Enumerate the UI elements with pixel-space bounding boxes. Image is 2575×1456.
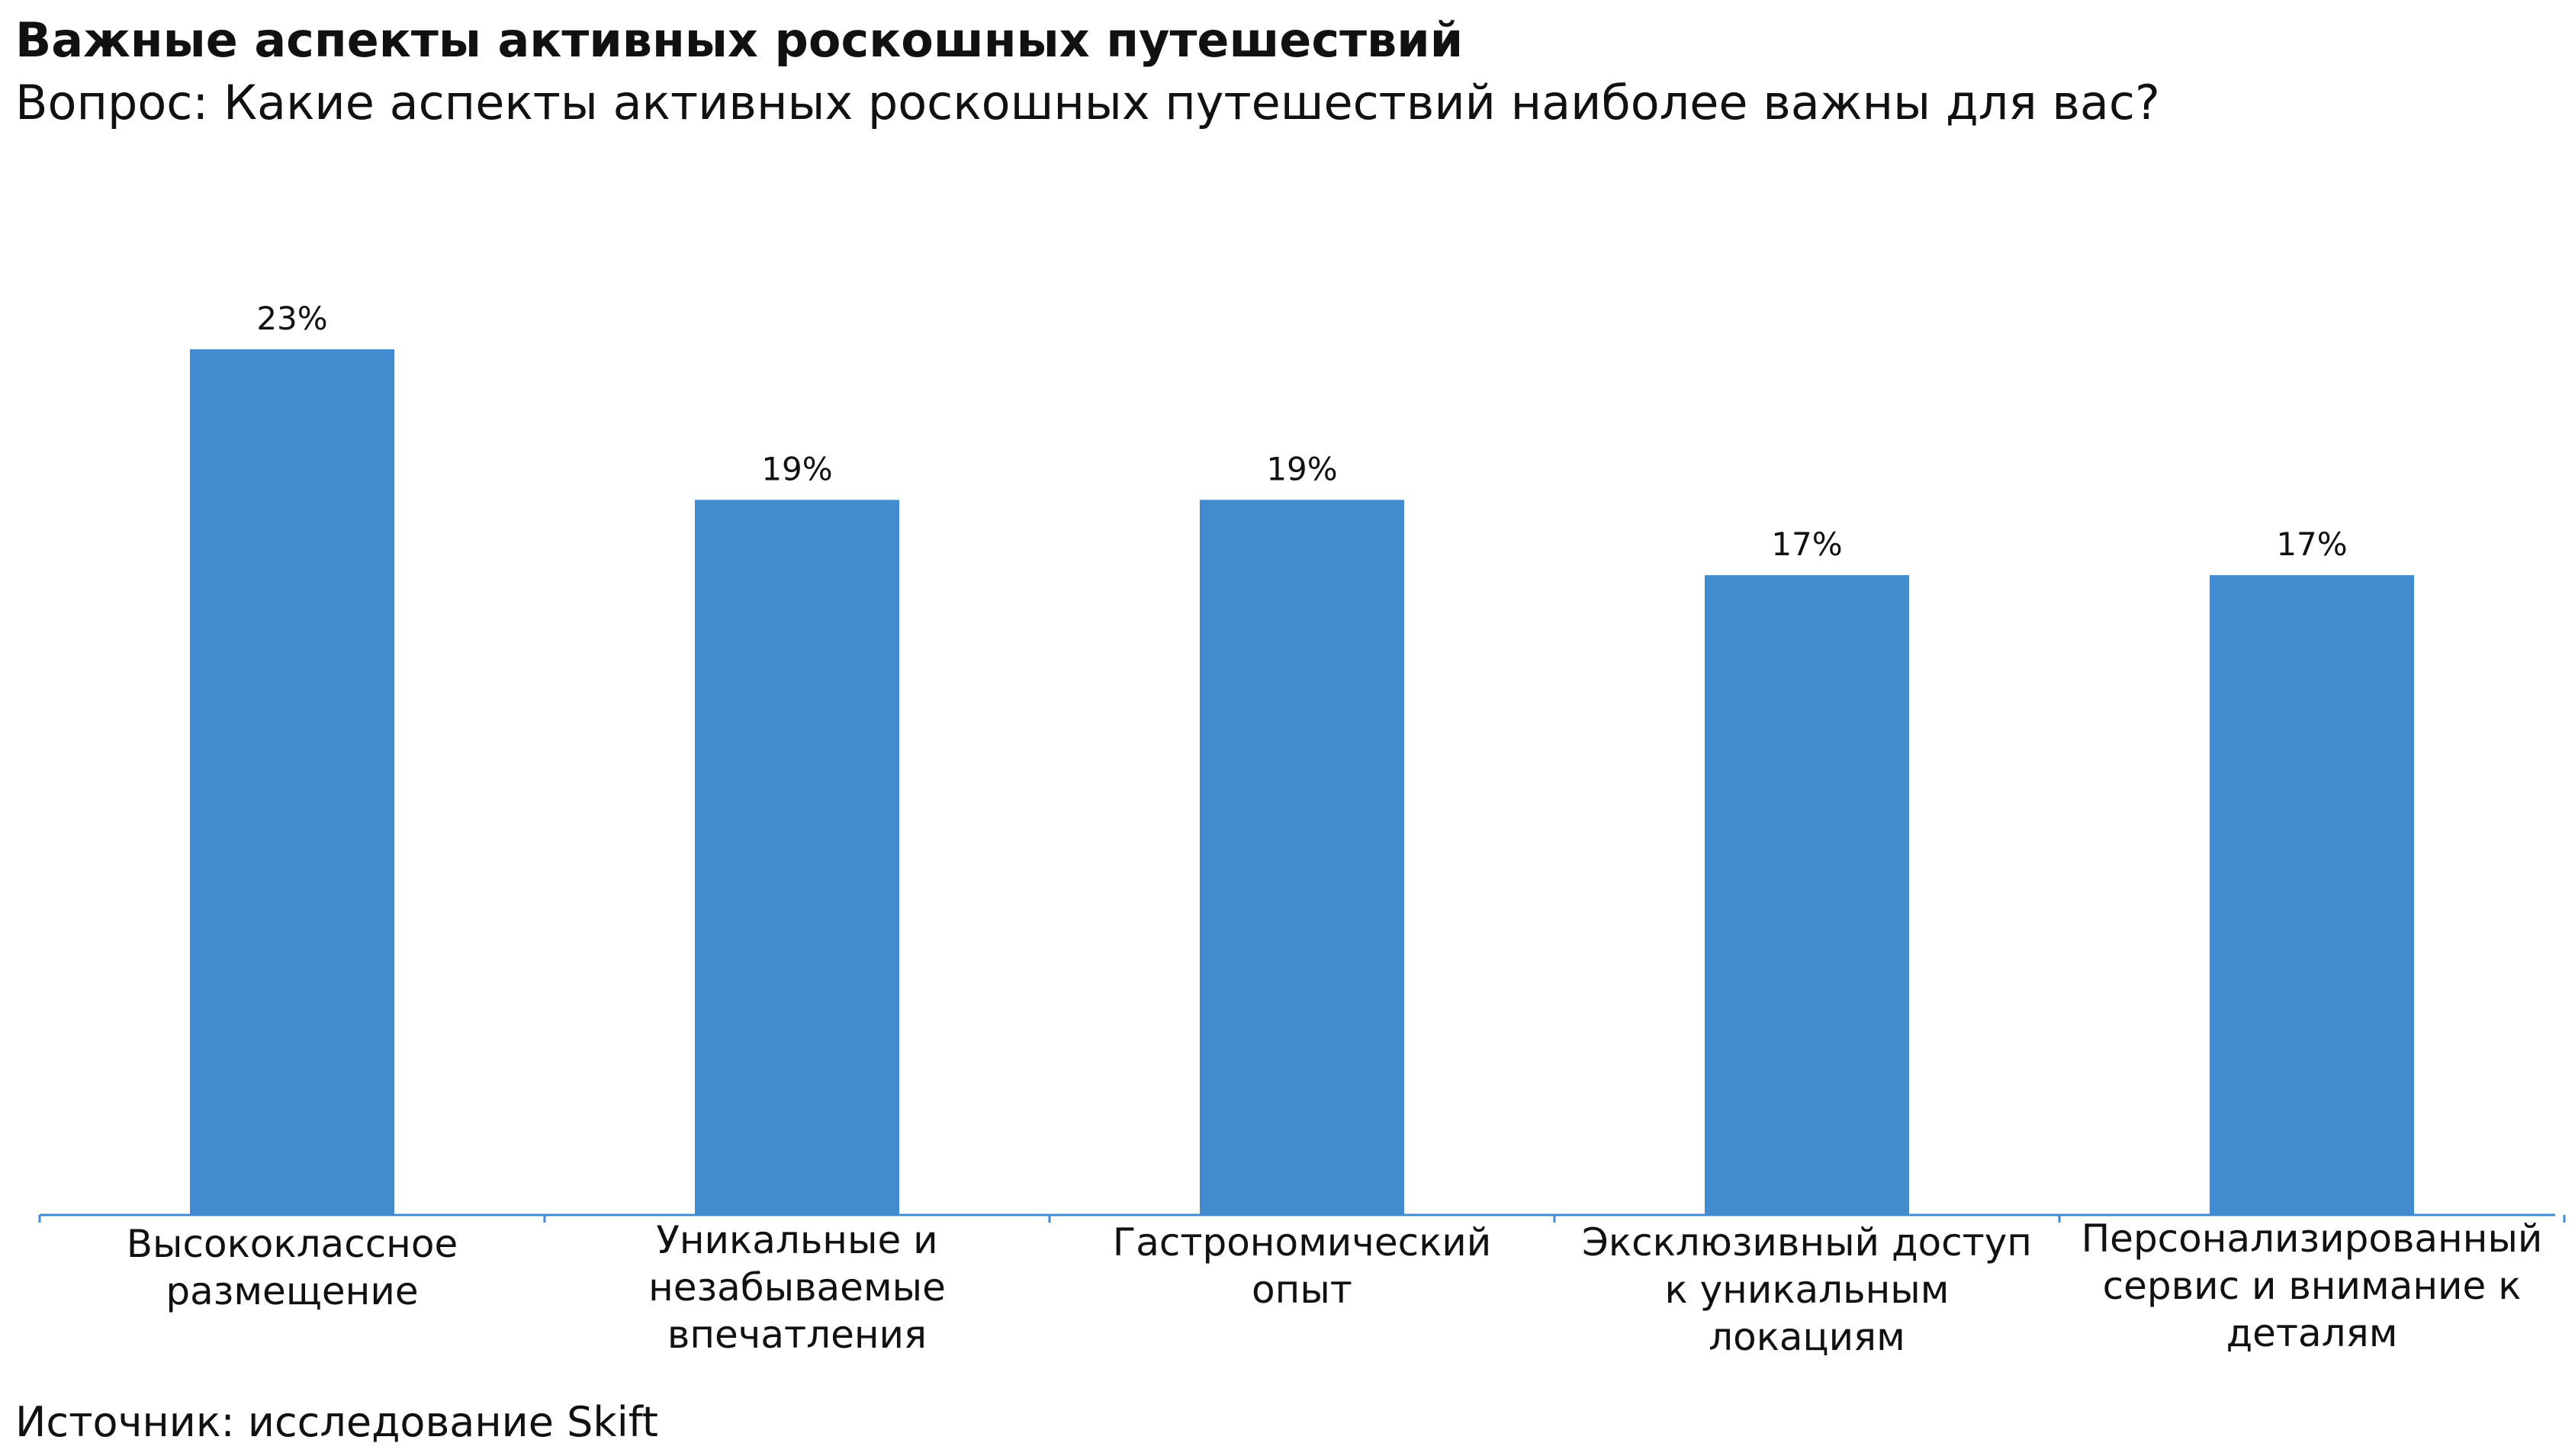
chart-title: Важные аспекты активных роскошных путеше… [15, 12, 1464, 68]
value-labels-group: 23% 19% 19% 17% 17% [256, 300, 2347, 563]
data-label: 19% [761, 450, 832, 487]
chart-subtitle: Вопрос: Какие аспекты активных роскошных… [15, 75, 2160, 130]
data-label: 17% [1771, 526, 1842, 563]
category-label: Персонализированный сервис и внимание к … [2081, 1217, 2543, 1355]
data-label: 19% [1266, 450, 1337, 487]
category-label: Уникальные и незабываемые впечатления [648, 1218, 946, 1357]
category-label: Гастрономический опыт [1112, 1220, 1492, 1312]
bar [2210, 575, 2414, 1215]
bars-group [190, 349, 2414, 1215]
bar [190, 349, 394, 1215]
data-label: 23% [256, 300, 327, 337]
bar [1705, 575, 1909, 1215]
bar [695, 500, 899, 1215]
category-label: Эксклюзивный доступ к уникальным локация… [1581, 1220, 2032, 1359]
bar [1200, 500, 1404, 1215]
category-label: Высококлассное размещение [126, 1222, 458, 1313]
data-label: 17% [2276, 526, 2347, 563]
source-note: Источник: исследование Skift [15, 1398, 658, 1446]
